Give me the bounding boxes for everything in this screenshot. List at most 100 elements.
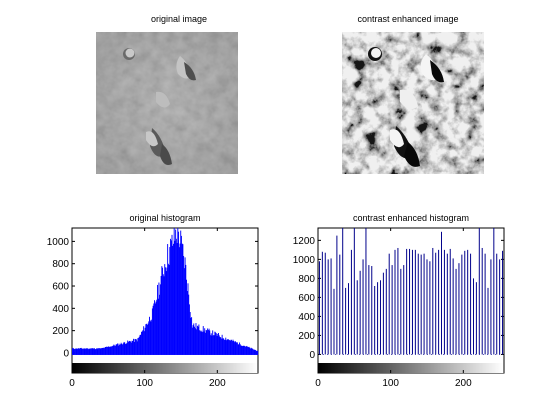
hist1-bar <box>141 331 142 355</box>
hist1-bar <box>142 330 144 355</box>
hist1-bar <box>200 331 202 355</box>
hist1-bar <box>95 348 97 355</box>
hist1-bar <box>105 346 107 355</box>
hist1-bar <box>116 344 118 355</box>
hist1-bar <box>162 267 164 355</box>
hist1-bar <box>96 348 98 355</box>
hist1-ytick-label: 400 <box>52 304 69 315</box>
hist1-bar <box>78 348 80 355</box>
hist1-bar <box>117 343 118 355</box>
hist1-bar <box>244 346 246 355</box>
hist1-bar <box>209 330 211 355</box>
hist1-bar <box>232 339 234 355</box>
hist1-bar <box>147 323 149 355</box>
hist1-bar <box>101 348 102 355</box>
hist1-bar <box>161 266 163 355</box>
hist1-bar <box>119 344 121 355</box>
hist1-bar <box>99 348 101 355</box>
hist1-bar <box>183 255 185 355</box>
hist1-bar <box>238 344 240 355</box>
hist1-bar <box>207 330 209 355</box>
hist1-bar <box>242 345 244 355</box>
enhanced-image-title: contrast enhanced image <box>357 14 459 24</box>
hist1-bar <box>191 317 193 355</box>
hist1-bar <box>77 348 79 355</box>
hist2-ytick-label: 800 <box>298 274 315 285</box>
hist1-bar <box>125 344 126 355</box>
hist1-bar <box>112 345 114 355</box>
hist1-bar <box>80 347 82 355</box>
hist1-bar <box>121 343 123 355</box>
hist1-bar <box>168 264 170 355</box>
contrast-enhanced-image <box>342 32 484 174</box>
hist1-bar <box>189 312 191 355</box>
hist1-bar <box>177 228 179 355</box>
hist1-bar <box>227 339 229 355</box>
hist1-bar <box>167 263 169 355</box>
hist1-bar <box>245 346 247 355</box>
hist1-bar <box>215 333 217 355</box>
hist1-bar <box>169 247 171 355</box>
hist1-bar <box>255 350 257 355</box>
hist1-bar <box>210 333 212 355</box>
hist1-bar <box>188 294 190 355</box>
hist1-bar <box>98 348 100 355</box>
hist1-bar <box>172 243 174 355</box>
hist1-bar <box>74 349 76 355</box>
hist1-bar <box>188 304 190 355</box>
hist1-bar <box>180 230 182 355</box>
hist1-bar <box>170 240 172 355</box>
hist1-bar <box>167 244 169 355</box>
hist1-bar <box>196 325 198 355</box>
hist2-xtick-label: 200 <box>455 378 472 389</box>
hist1-bar <box>82 348 84 355</box>
hist1-ytick-label: 600 <box>52 282 69 293</box>
hist1-bar <box>216 335 218 355</box>
hist1-bar <box>220 338 222 355</box>
hist1-bar <box>156 299 158 355</box>
hist1-bar <box>210 335 211 355</box>
hist1-bar <box>103 348 105 355</box>
hist1-bar <box>125 343 127 355</box>
hist1-bar <box>231 339 233 355</box>
hist1-bar <box>141 331 143 355</box>
hist1-bar <box>134 338 136 355</box>
hist1-bar <box>192 325 194 355</box>
hist1-bar <box>108 346 110 355</box>
hist1-bar <box>120 342 122 355</box>
hist1-bar <box>93 348 94 355</box>
hist1-bar <box>149 320 151 355</box>
hist1-bar <box>89 348 91 355</box>
hist1-bar <box>122 344 124 355</box>
hist1-bar <box>231 341 233 355</box>
hist1-ytick-label: 0 <box>63 348 69 359</box>
hist1-bar <box>83 348 85 355</box>
hist1-bar <box>159 294 161 355</box>
hist1-bar <box>111 346 113 355</box>
hist1-bar <box>82 348 84 355</box>
hist1-bar <box>136 341 138 355</box>
hist2-ytick-label: 600 <box>298 293 315 304</box>
hist1-bar <box>77 348 79 355</box>
hist1-bar <box>143 331 145 355</box>
hist1-bar <box>213 335 215 355</box>
hist1-bar <box>155 301 157 355</box>
hist1-bar <box>87 349 89 355</box>
hist1-bar <box>182 244 184 355</box>
hist1-bar <box>133 338 134 355</box>
hist1-bar <box>165 271 167 355</box>
hist1-bar <box>241 345 243 355</box>
hist1-bar <box>256 350 258 355</box>
hist1-bar <box>154 300 156 355</box>
hist1-bar <box>97 349 99 355</box>
hist1-bar <box>127 340 129 355</box>
hist1-bar <box>135 339 137 355</box>
hist1-bar <box>145 324 147 355</box>
hist1-bar <box>131 340 133 355</box>
hist1-bar <box>122 343 124 355</box>
hist1-bar <box>128 341 130 355</box>
hist1-bar <box>204 328 206 355</box>
hist1-bar <box>207 328 209 355</box>
hist1-bar <box>157 298 159 355</box>
hist1-bar <box>235 341 237 355</box>
